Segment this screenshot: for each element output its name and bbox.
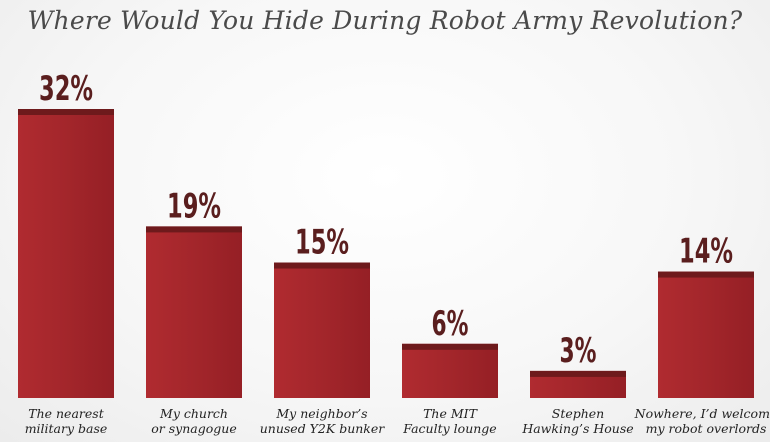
category-label-line: my robot overlords — [646, 421, 767, 436]
value-label-5: 3% — [560, 331, 597, 371]
bar-top-5 — [530, 370, 626, 377]
category-label-line: My church — [159, 406, 228, 421]
bar-top-6 — [658, 271, 754, 278]
bar-2 — [146, 226, 242, 398]
category-label-line: The nearest — [28, 406, 104, 421]
category-label-line: Faculty lounge — [402, 421, 496, 436]
category-label-line: The MIT — [423, 406, 478, 421]
value-label-6: 14% — [679, 232, 733, 272]
category-label-line: military base — [25, 421, 108, 436]
category-label-line: Stephen — [552, 406, 604, 421]
category-label-line: Hawking’s House — [521, 421, 633, 436]
bar-top-4 — [402, 343, 498, 350]
value-label-1: 32% — [39, 69, 93, 109]
category-label-6: Nowhere, I’d welcome my robot overlords — [634, 406, 770, 436]
value-label-3: 15% — [295, 223, 349, 263]
bar-1 — [18, 109, 114, 398]
category-label-line: or synagogue — [151, 421, 236, 436]
value-label-2: 19% — [167, 186, 221, 226]
bar-4 — [402, 343, 498, 398]
bar-6 — [658, 271, 754, 398]
category-label-line: Nowhere, I’d welcome — [634, 406, 770, 421]
category-label-line: My neighbor’s — [275, 406, 367, 421]
bar-top-3 — [274, 262, 370, 269]
bar-3 — [274, 262, 370, 398]
bar-top-2 — [146, 226, 242, 233]
value-labels-group: 32% 19% 15% 6% 3% 14% — [39, 69, 733, 371]
bars-group — [18, 109, 754, 398]
bar-top-1 — [18, 109, 114, 115]
category-label-1: The nearest military base — [25, 406, 108, 436]
category-label-5: Stephen Hawking’s House — [521, 406, 633, 436]
category-label-3: My neighbor’s unused Y2K bunker — [260, 406, 386, 436]
category-label-line: unused Y2K bunker — [260, 421, 386, 436]
category-label-4: The MIT Faculty lounge — [402, 406, 496, 436]
value-label-4: 6% — [432, 304, 469, 344]
category-label-2: My church or synagogue — [151, 406, 236, 436]
category-labels-group: The nearest military base My church or syna… — [25, 406, 770, 436]
chart-title: Where Would You Hide During Robot Army R… — [27, 6, 743, 35]
